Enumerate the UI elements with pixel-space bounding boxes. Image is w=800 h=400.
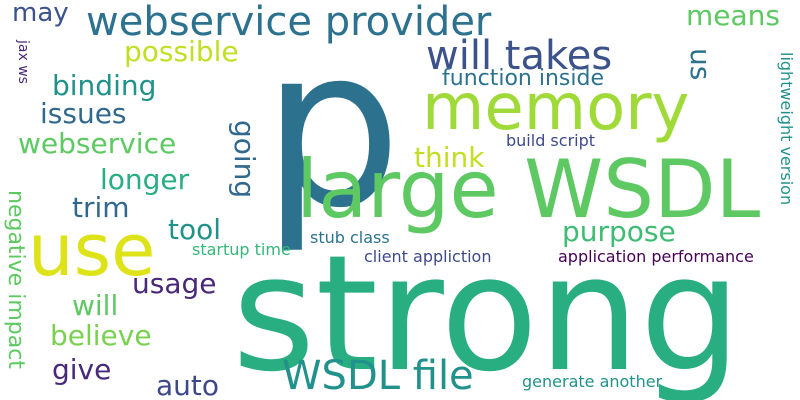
word-jax-ws: jax ws [15, 40, 31, 84]
word-stub-class: stub class [310, 228, 390, 247]
word-webservice-provider: webservice provider [86, 0, 492, 45]
word-strong: strong [232, 220, 742, 400]
word-binding: binding [52, 69, 157, 102]
word-think: think [414, 141, 485, 174]
word-give: give [52, 353, 112, 386]
word-longer: longer [100, 163, 190, 196]
word-may: may [12, 0, 69, 28]
word-build-script: build script [506, 131, 596, 150]
word-purpose: purpose [562, 215, 676, 248]
word-wsdl-file: WSDL file [282, 353, 474, 399]
word-function-inside: function inside [442, 66, 604, 91]
word-tool: tool [168, 213, 222, 246]
word-p: p [262, 0, 402, 256]
word-large-wsdl: large WSDL [296, 143, 761, 236]
word-trim: trim [72, 191, 130, 224]
word-will-takes: will takes [426, 33, 613, 79]
word-will: will [72, 289, 119, 322]
word-generate-another: generate another [522, 372, 663, 391]
word-application-performance: application performance [558, 247, 754, 266]
word-startup-time: startup time [192, 240, 291, 259]
word-memory: memory [422, 71, 690, 145]
word-lightweight-version: lightweight version [777, 52, 796, 206]
word-going: going [228, 120, 261, 199]
word-use: use [28, 208, 156, 292]
word-believe: believe [50, 319, 152, 352]
word-auto: auto [156, 369, 220, 400]
word-webservice: webservice [18, 127, 177, 160]
word-issues: issues [40, 97, 127, 130]
word-client-appliction: client appliction [364, 247, 492, 266]
word-usage: usage [132, 267, 217, 300]
word-means: means [686, 0, 780, 32]
word-negative-impact: negative impact [3, 190, 28, 369]
word-us: us [684, 48, 717, 81]
word-possible: possible [124, 35, 239, 68]
